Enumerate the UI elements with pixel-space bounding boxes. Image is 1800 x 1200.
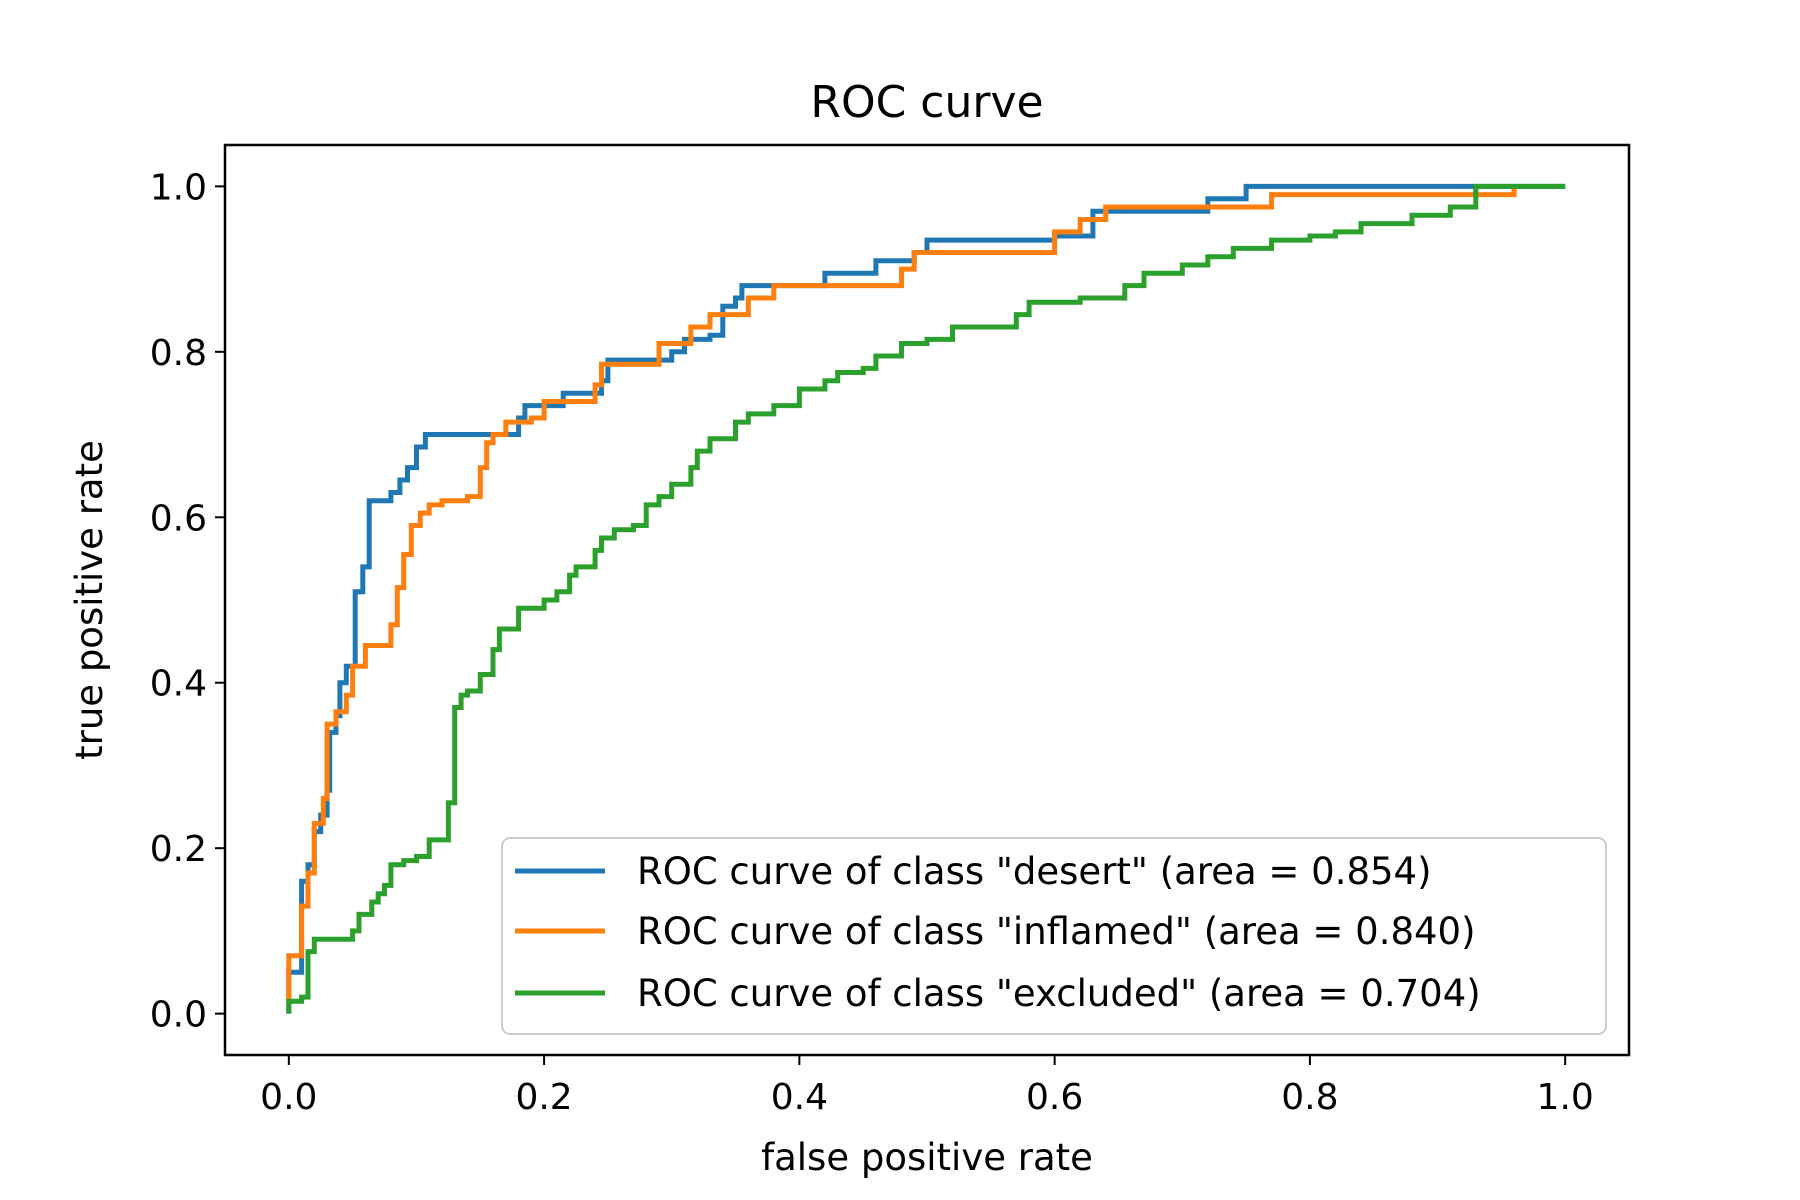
chart-title: ROC curve xyxy=(810,77,1043,128)
legend-label-inflamed: ROC curve of class "inflamed" (area = 0.… xyxy=(637,910,1476,953)
legend-label-excluded: ROC curve of class "excluded" (area = 0.… xyxy=(637,972,1481,1015)
x-tick-label: 0.2 xyxy=(515,1077,572,1118)
plot-frame xyxy=(223,143,1631,1057)
y-tick-label: 1.0 xyxy=(150,167,207,208)
y-tick-label: 0.6 xyxy=(150,498,207,539)
series-layer xyxy=(286,183,1566,1014)
x-tick-label: 1.0 xyxy=(1537,1077,1594,1118)
y-tick-label: 0.4 xyxy=(150,664,207,705)
x-axis-label: false positive rate xyxy=(761,1136,1093,1179)
x-tick-label: 0.8 xyxy=(1281,1077,1338,1118)
legend: ROC curve of class "desert" (area = 0.85… xyxy=(501,837,1607,1035)
legend-label-desert: ROC curve of class "desert" (area = 0.85… xyxy=(637,850,1432,893)
y-tick-label: 0.8 xyxy=(150,333,207,374)
roc-line-desert xyxy=(286,183,1566,1014)
x-tick-label: 0.6 xyxy=(1026,1077,1083,1118)
roc-line-excluded xyxy=(286,183,1566,1014)
x-tick-label: 0.4 xyxy=(771,1077,828,1118)
legend-box xyxy=(501,837,1607,1035)
y-tick-label: 0.2 xyxy=(150,829,207,870)
y-axis: 0.0 0.2 0.4 0.6 0.8 1.0 xyxy=(150,167,225,1036)
x-axis: 0.0 0.2 0.4 0.6 0.8 1.0 xyxy=(260,1055,1594,1118)
x-tick-label: 0.0 xyxy=(260,1077,317,1118)
y-tick-label: 0.0 xyxy=(150,995,207,1036)
roc-line-inflamed xyxy=(286,186,1517,1006)
y-axis-label: true positive rate xyxy=(68,440,111,760)
